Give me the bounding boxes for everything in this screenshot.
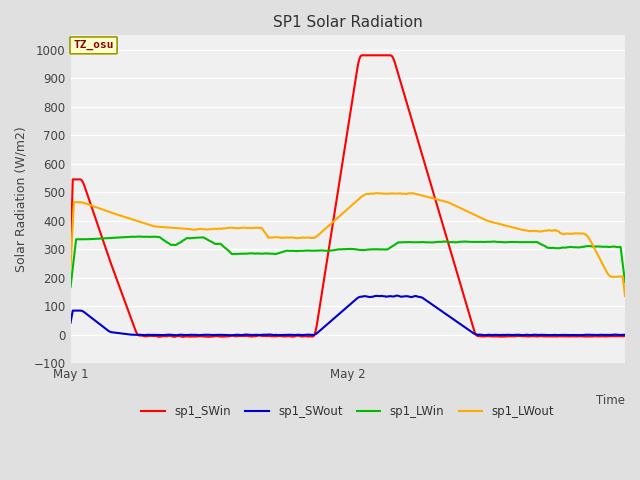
Legend: sp1_SWin, sp1_SWout, sp1_LWin, sp1_LWout: sp1_SWin, sp1_SWout, sp1_LWin, sp1_LWout	[136, 401, 559, 423]
Text: TZ_osu: TZ_osu	[74, 40, 114, 50]
Y-axis label: Solar Radiation (W/m2): Solar Radiation (W/m2)	[15, 127, 28, 272]
Text: Time: Time	[596, 394, 625, 407]
Title: SP1 Solar Radiation: SP1 Solar Radiation	[273, 15, 422, 30]
